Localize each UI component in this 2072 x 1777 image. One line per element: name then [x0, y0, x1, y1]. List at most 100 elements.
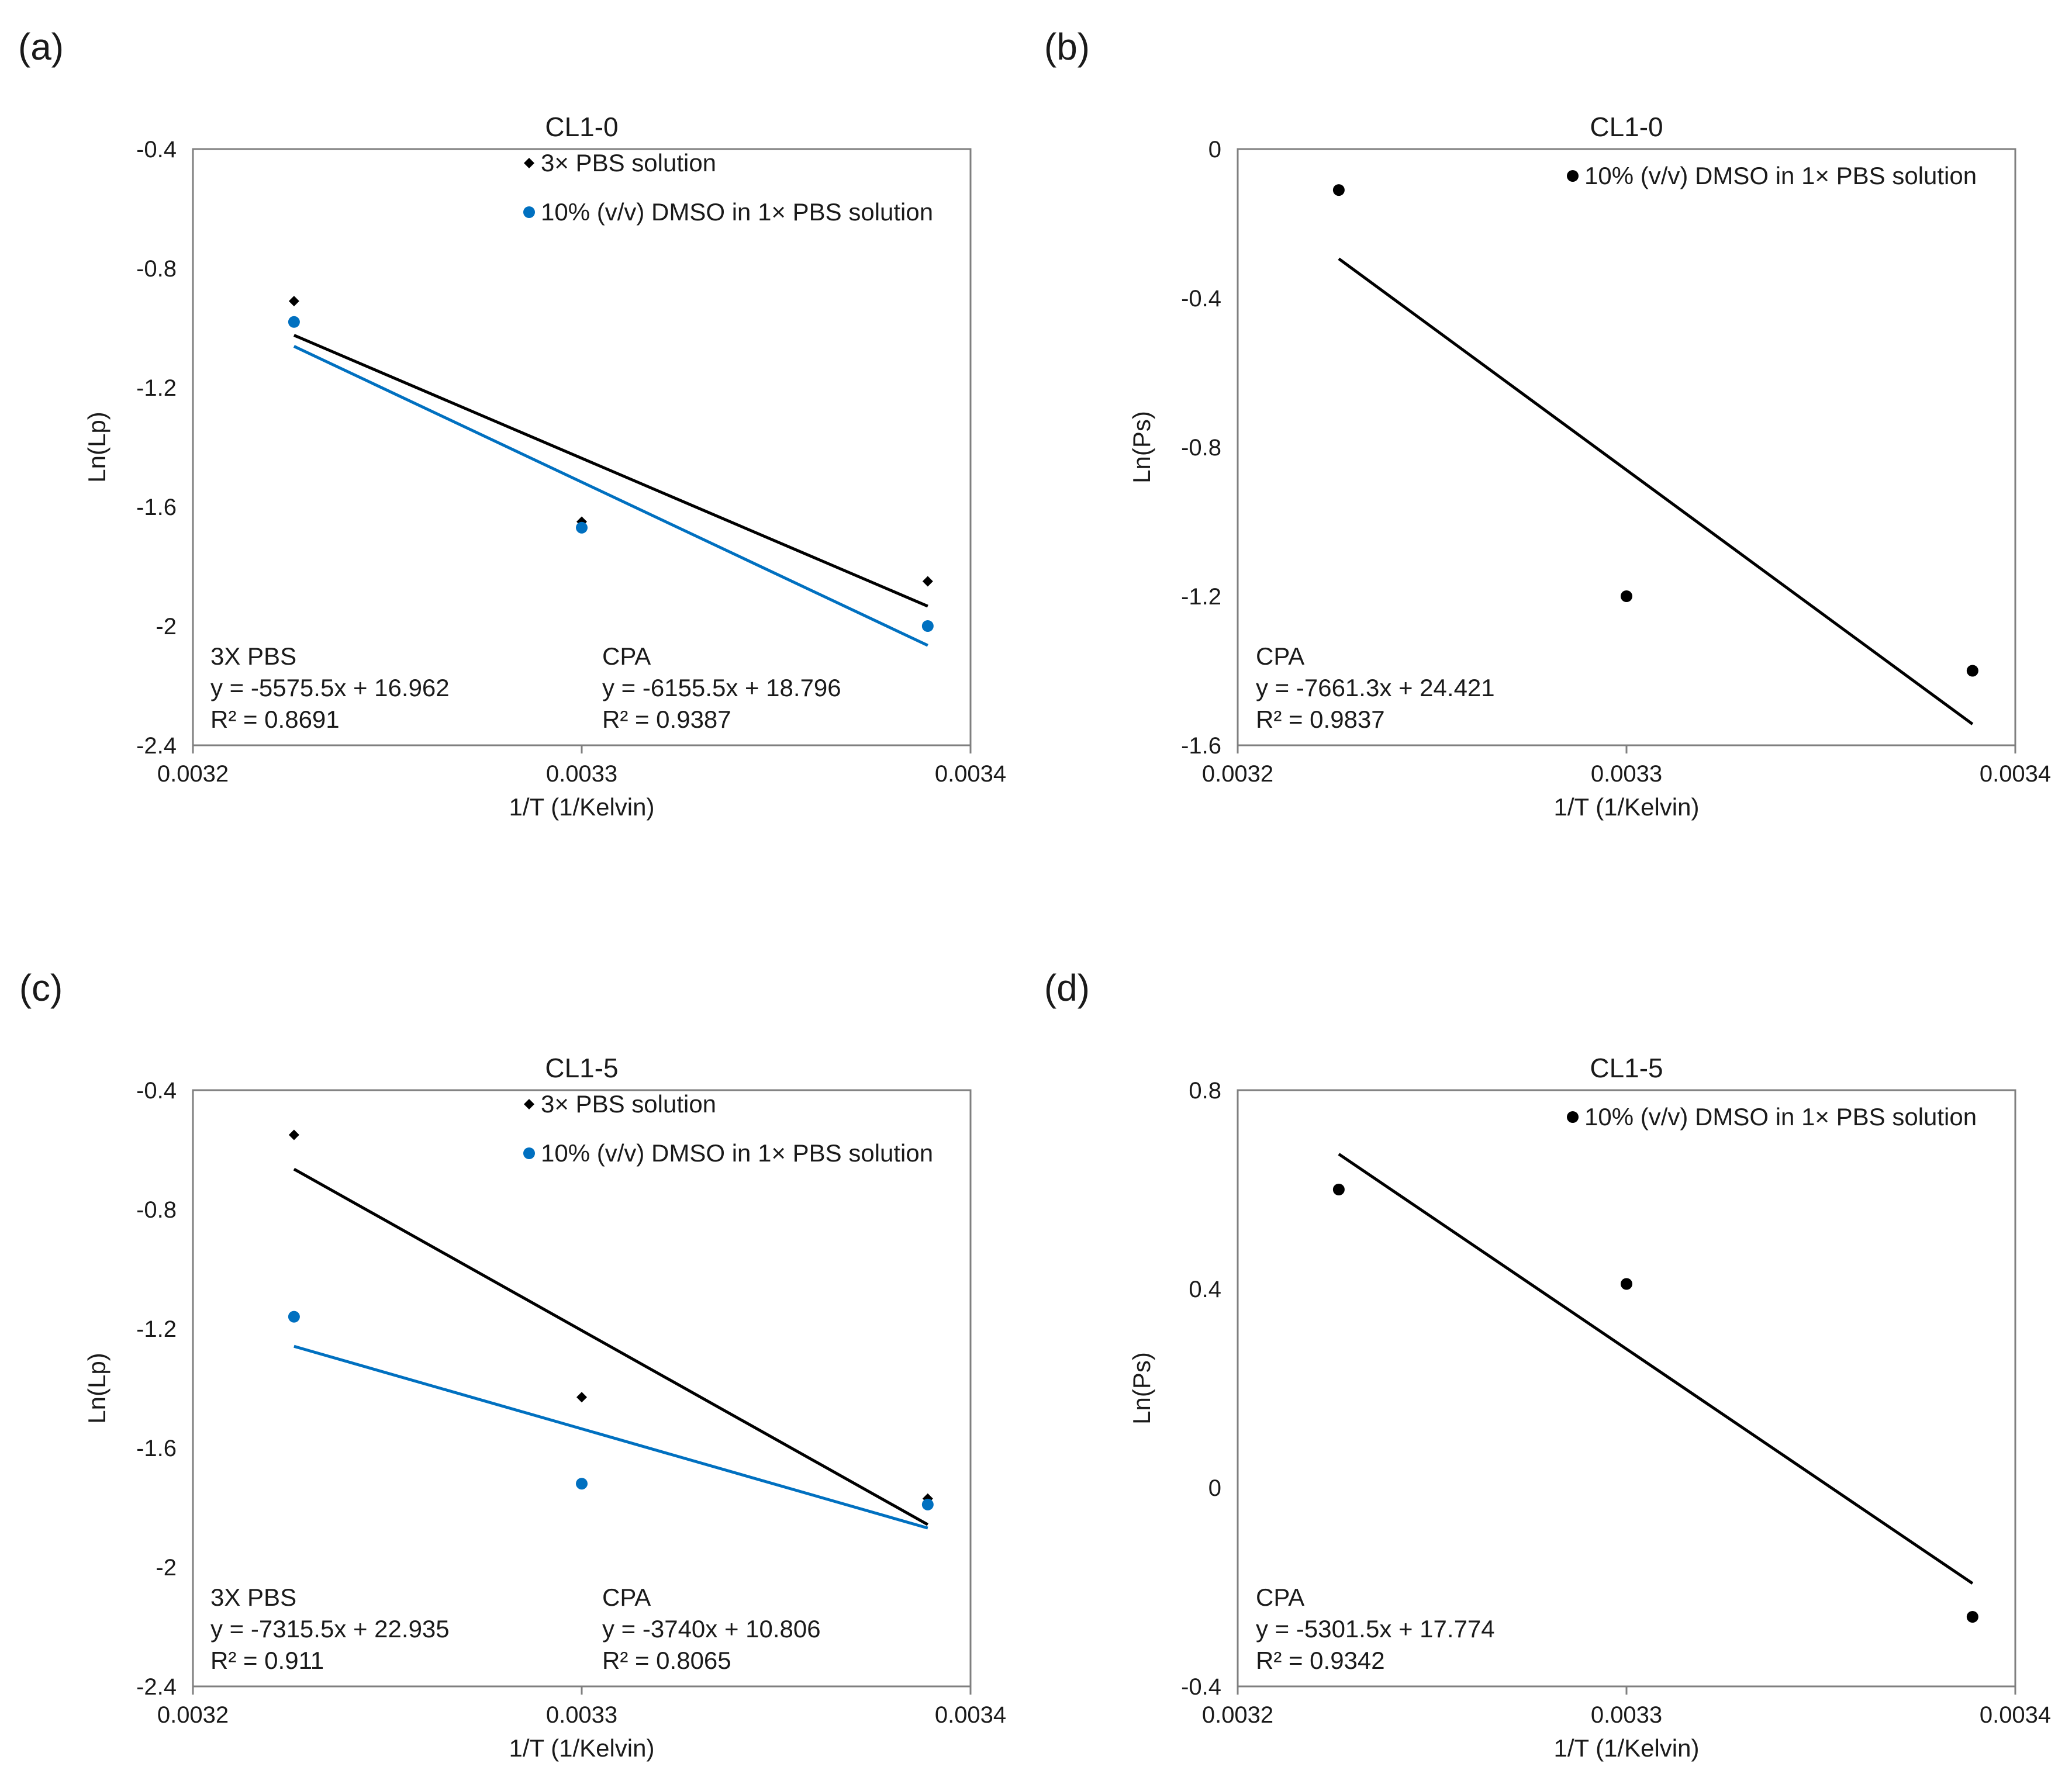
- data-point-series-1: [288, 316, 300, 328]
- trendline-equation: y = -5575.5x + 16.962: [210, 674, 450, 701]
- chart-title: CL1-5: [1590, 1053, 1663, 1083]
- trendline-heading: CPA: [1256, 1584, 1304, 1611]
- trendline-equation: y = -3740x + 10.806: [602, 1615, 821, 1643]
- x-tick-label: 0.0033: [1591, 1702, 1662, 1728]
- y-tick-label: 0: [1208, 137, 1221, 163]
- data-point-series-1: [576, 1478, 588, 1490]
- panel-label: (c): [19, 967, 63, 1009]
- legend-marker: [1567, 1111, 1579, 1123]
- data-point-series-0: [1966, 1611, 1978, 1623]
- trendline-heading: CPA: [602, 1584, 651, 1611]
- x-axis-label: 1/T (1/Kelvin): [509, 793, 655, 821]
- legend-marker: [524, 158, 534, 168]
- x-tick-label: 0.0034: [1980, 761, 2051, 787]
- trendline-series-0: [293, 1167, 929, 1526]
- trendline-series-1: [293, 345, 928, 647]
- trendline-equation: y = -5301.5x + 17.774: [1256, 1615, 1495, 1643]
- chart-panel-2: (c) CL1-5 -0.4 -0.8 -1.2 -1.6 -2 -2.40.0032 0.00…: [19, 967, 1006, 1762]
- y-tick-label: -1.6: [136, 495, 177, 520]
- x-tick-label: 0.0032: [1202, 1702, 1273, 1728]
- panel-label: (a): [18, 26, 64, 68]
- y-tick-label: -2.4: [136, 1674, 177, 1700]
- data-point-series-0: [1621, 1278, 1632, 1290]
- data-point-series-0: [576, 1392, 587, 1403]
- y-tick-label: -1.6: [136, 1436, 177, 1461]
- y-tick-label: 0.8: [1189, 1078, 1221, 1104]
- trendline-series-0: [1338, 1153, 1974, 1585]
- chart-title: CL1-0: [545, 112, 618, 142]
- plot-area: [1237, 1089, 2016, 1688]
- y-tick-label: -0.4: [136, 137, 177, 163]
- legend-label: 3× PBS solution: [541, 1090, 716, 1118]
- legend-marker: [523, 206, 535, 218]
- y-tick-label: -0.4: [1181, 1674, 1221, 1700]
- trendline-heading: CPA: [1256, 642, 1304, 670]
- trendline-equation: y = -6155.5x + 18.796: [602, 674, 841, 701]
- x-tick-label: 0.0032: [157, 1702, 229, 1728]
- data-point-series-0: [288, 1129, 299, 1140]
- trendline-equation: y = -7315.5x + 22.935: [210, 1615, 450, 1643]
- legend-marker: [524, 1099, 534, 1109]
- plot-area: [1237, 148, 2016, 746]
- y-axis-label: Ln(Ps): [1128, 1352, 1155, 1425]
- x-tick-label: 0.0034: [1980, 1702, 2051, 1728]
- legend-label: 10% (v/v) DMSO in 1× PBS solution: [541, 198, 933, 226]
- y-tick-label: -1.2: [136, 375, 177, 401]
- y-tick-label: 0.4: [1189, 1277, 1221, 1302]
- trendline-heading: CPA: [602, 642, 651, 670]
- legend-label: 10% (v/v) DMSO in 1× PBS solution: [541, 1139, 933, 1167]
- panel-label: (d): [1044, 967, 1090, 1009]
- data-point-series-0: [288, 296, 299, 307]
- y-tick-label: -0.4: [136, 1078, 177, 1104]
- trendline-r-squared: R² = 0.9342: [1256, 1647, 1385, 1674]
- data-point-series-1: [288, 1311, 300, 1323]
- legend-marker: [523, 1147, 535, 1159]
- trendline-series-0: [1338, 257, 1974, 725]
- trendline-r-squared: R² = 0.911: [210, 1647, 324, 1674]
- legend-label: 3× PBS solution: [541, 149, 716, 177]
- y-tick-label: -0.8: [136, 256, 177, 282]
- trendline-r-squared: R² = 0.8691: [210, 706, 340, 733]
- y-tick-label: -1.6: [1181, 733, 1221, 759]
- x-axis-label: 1/T (1/Kelvin): [509, 1734, 655, 1762]
- x-tick-label: 0.0032: [157, 761, 229, 787]
- y-tick-label: -2: [156, 1555, 177, 1581]
- chart-title: CL1-5: [545, 1053, 618, 1083]
- x-tick-label: 0.0033: [546, 761, 617, 787]
- data-point-series-0: [1332, 184, 1345, 196]
- panel-label: (b): [1044, 26, 1090, 68]
- y-tick-label: -0.8: [136, 1197, 177, 1223]
- x-tick-label: 0.0034: [935, 761, 1006, 787]
- data-point-series-0: [1621, 590, 1632, 602]
- chart-panel-0: (a) CL1-0 -0.4 -0.8 -1.2 -1.6 -2 -2.40.0032 0.00…: [18, 26, 1006, 821]
- data-point-series-0: [922, 576, 933, 587]
- trendline-r-squared: R² = 0.9387: [602, 706, 731, 733]
- plot-area: [192, 148, 972, 746]
- trendline-series-0: [293, 334, 928, 608]
- legend-label: 10% (v/v) DMSO in 1× PBS solution: [1584, 1103, 1977, 1130]
- trendline-r-squared: R² = 0.9837: [1256, 706, 1385, 733]
- y-tick-label: -0.8: [1181, 435, 1221, 461]
- chart-title: CL1-0: [1590, 112, 1663, 142]
- y-axis-label: Ln(Ps): [1128, 411, 1155, 483]
- y-tick-label: -2.4: [136, 733, 177, 759]
- x-tick-label: 0.0032: [1202, 761, 1273, 787]
- data-point-series-0: [1332, 1184, 1345, 1195]
- y-tick-label: 0: [1208, 1475, 1221, 1501]
- trendline-heading: 3X PBS: [210, 1584, 296, 1611]
- trendline-heading: 3X PBS: [210, 642, 296, 670]
- trendline-equation: y = -7661.3x + 24.421: [1256, 674, 1495, 701]
- legend-label: 10% (v/v) DMSO in 1× PBS solution: [1584, 162, 1977, 189]
- trendline-r-squared: R² = 0.8065: [602, 1647, 731, 1674]
- y-axis-label: Ln(Lp): [83, 1353, 110, 1423]
- x-axis-label: 1/T (1/Kelvin): [1554, 793, 1700, 821]
- y-tick-label: -1.2: [1181, 584, 1221, 610]
- data-point-series-1: [576, 521, 588, 534]
- x-tick-label: 0.0034: [935, 1702, 1006, 1728]
- y-axis-label: Ln(Lp): [83, 412, 110, 482]
- legend-marker: [1567, 170, 1579, 182]
- x-tick-label: 0.0033: [546, 1702, 617, 1728]
- trendline-series-1: [293, 1344, 928, 1530]
- data-point-series-1: [921, 1498, 934, 1510]
